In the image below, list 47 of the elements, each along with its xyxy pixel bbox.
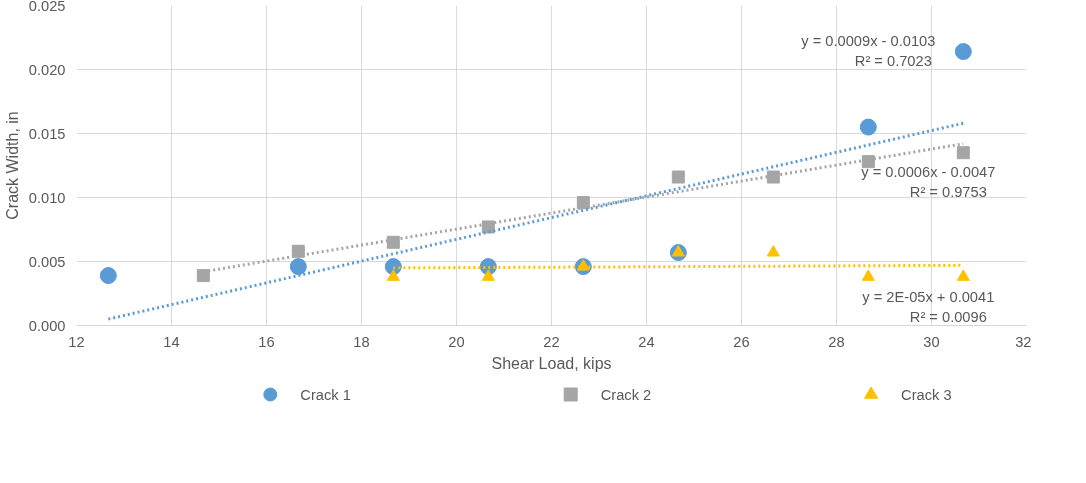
- x-tick-label: 30: [923, 333, 940, 350]
- x-axis-title: Shear Load, kips: [491, 354, 612, 372]
- annotation: y = 0.0006x - 0.0047: [861, 163, 996, 180]
- point: [859, 118, 877, 136]
- point: [861, 269, 875, 281]
- annotation: R² = 0.9753: [909, 183, 987, 200]
- point: [576, 196, 590, 210]
- x-tick-label: 12: [68, 333, 85, 350]
- annotation: y = 0.0009x - 0.0103: [801, 33, 936, 50]
- legend-label: Crack 1: [300, 386, 351, 403]
- y-tick-label: 0.005: [28, 253, 66, 270]
- y-tick-label: 0.000: [28, 317, 66, 334]
- x-tick-label: 32: [1015, 333, 1032, 350]
- point: [481, 269, 495, 281]
- point: [671, 245, 685, 257]
- point: [386, 269, 400, 281]
- x-tick-label: 18: [353, 333, 370, 350]
- x-tick-label: 28: [828, 333, 845, 350]
- point: [766, 245, 780, 257]
- y-tick-label: 0.020: [28, 61, 66, 78]
- x-tick-label: 20: [448, 333, 465, 350]
- point: [576, 259, 590, 271]
- point: [289, 258, 307, 276]
- y-tick-label: 0.025: [28, 0, 66, 14]
- x-tick-label: 26: [733, 333, 750, 350]
- annotation: R² = 0.7023: [854, 53, 932, 70]
- y-tick-label: 0.015: [28, 125, 66, 142]
- point: [291, 244, 305, 258]
- x-tick-label: 14: [163, 333, 180, 350]
- point: [956, 269, 970, 281]
- point: [956, 146, 970, 160]
- point: [861, 155, 875, 169]
- point: [99, 267, 117, 285]
- y-tick-label: 0.010: [28, 189, 66, 206]
- y-axis-title: Crack Width, in: [3, 111, 21, 220]
- point: [671, 170, 685, 184]
- x-tick-label: 16: [258, 333, 275, 350]
- annotation: R² = 0.0096: [909, 309, 987, 326]
- legend-label: Crack 3: [901, 386, 952, 403]
- point: [954, 43, 972, 61]
- x-tick-label: 24: [638, 333, 655, 350]
- point: [766, 170, 780, 184]
- point: [196, 269, 210, 283]
- annotation: y = 2E-05x + 0.0041: [862, 289, 995, 306]
- legend-label: Crack 2: [600, 386, 652, 403]
- point: [386, 235, 400, 249]
- x-tick-label: 22: [543, 333, 560, 350]
